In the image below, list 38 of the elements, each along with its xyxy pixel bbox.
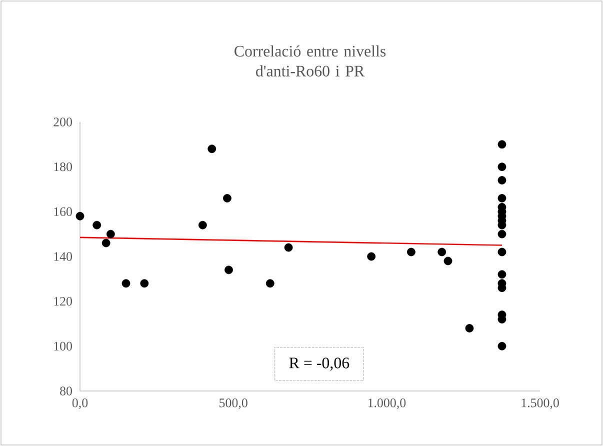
- annotation: R = -0,06: [289, 358, 350, 371]
- point: [92, 220, 102, 230]
- y-tick-label: 80: [60, 386, 72, 396]
- point: [407, 248, 416, 256]
- point: [498, 194, 506, 202]
- point: [122, 279, 130, 288]
- point: [224, 266, 233, 274]
- point: [106, 230, 115, 238]
- point: [76, 212, 84, 220]
- point: [367, 252, 376, 261]
- point: [498, 140, 506, 149]
- point: [438, 248, 446, 256]
- point: [498, 162, 506, 172]
- y-tick-label: 200: [54, 118, 72, 126]
- point: [465, 324, 474, 332]
- x-tick-label: 1.500,0: [522, 398, 559, 410]
- point: [102, 238, 110, 248]
- chart-title: Correlació entre nivells d'anti-Ro60 i PR: [234, 45, 386, 76]
- point: [498, 270, 506, 279]
- point: [198, 220, 207, 230]
- point: [266, 279, 274, 288]
- point: [498, 342, 506, 350]
- x-tick-label: 0,0: [72, 398, 88, 410]
- point: [140, 279, 149, 288]
- point: [223, 194, 232, 202]
- point: [208, 144, 216, 154]
- point: [444, 256, 452, 266]
- point: [284, 243, 293, 252]
- x-tick-label: 500,0: [220, 398, 248, 410]
- point: [498, 230, 506, 238]
- point: [498, 248, 506, 256]
- y-tick-label: 180: [54, 162, 72, 172]
- y-tick-label: 140: [54, 252, 72, 261]
- point: [498, 176, 506, 184]
- y-tick-label: 100: [54, 342, 72, 351]
- y-tick-label: 120: [54, 296, 72, 306]
- y-tick-label: 160: [54, 207, 72, 216]
- x-tick-label: 1.000,0: [368, 398, 406, 410]
